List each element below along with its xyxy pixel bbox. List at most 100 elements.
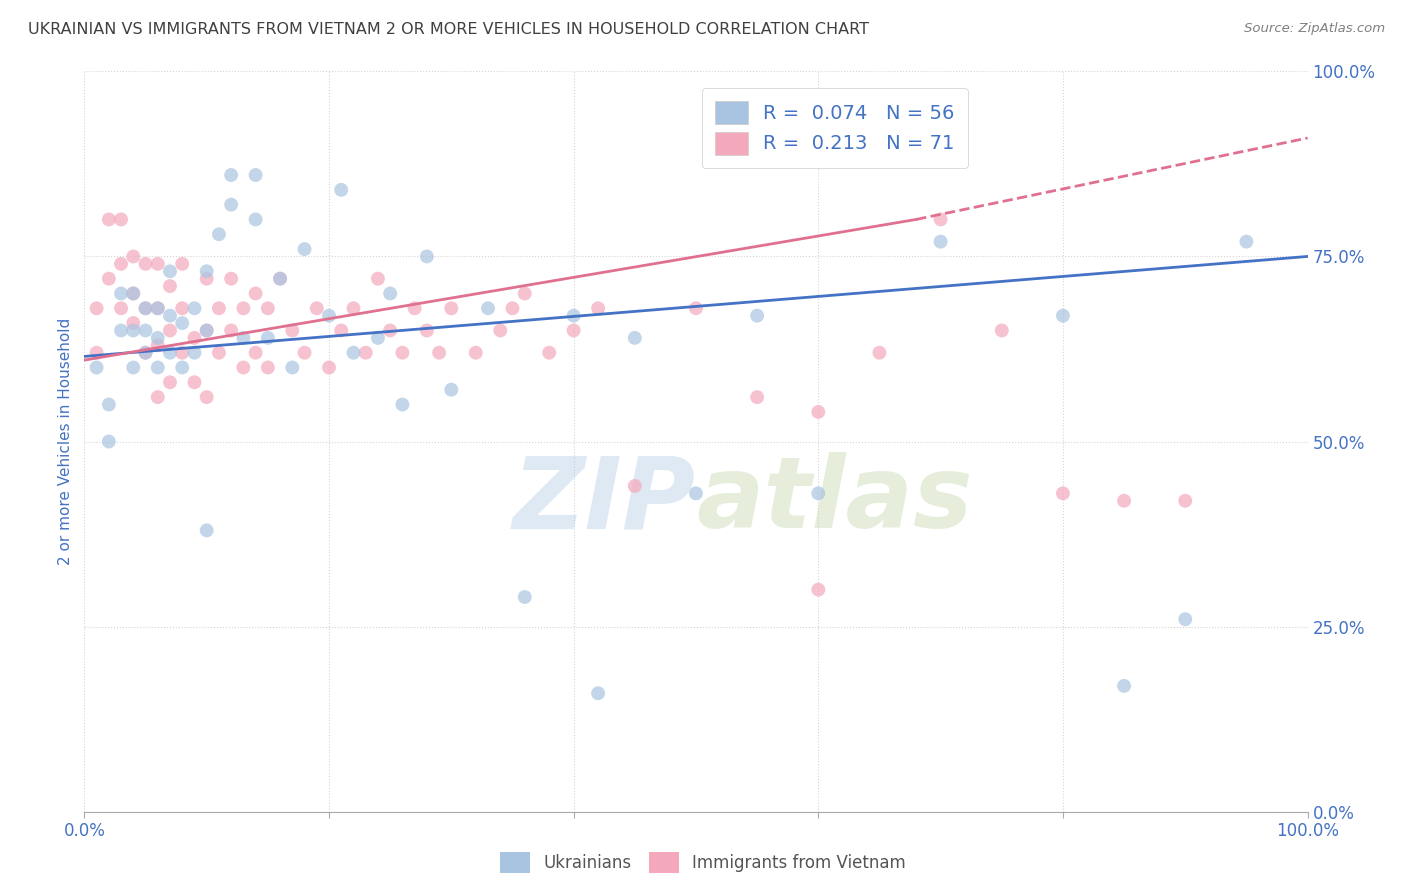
Point [586, 686, 609, 700]
Point [110, 286, 132, 301]
Point [747, 390, 769, 404]
Point [807, 582, 830, 597]
Point [354, 345, 377, 359]
Point [440, 383, 463, 397]
Point [195, 324, 218, 338]
Point [929, 235, 952, 249]
Point [86, 360, 108, 375]
Point [159, 264, 181, 278]
Point [86, 301, 108, 316]
Legend: Ukrainians, Immigrants from Vietnam: Ukrainians, Immigrants from Vietnam [494, 846, 912, 880]
Point [257, 301, 280, 316]
Point [122, 360, 145, 375]
Point [281, 360, 304, 375]
Point [427, 345, 450, 359]
Point [330, 324, 353, 338]
Point [97, 212, 120, 227]
Point [86, 345, 108, 359]
Point [869, 345, 891, 359]
Point [122, 250, 145, 264]
Text: ZIP: ZIP [513, 452, 696, 549]
Legend: R =  0.074   N = 56, R =  0.213   N = 71: R = 0.074 N = 56, R = 0.213 N = 71 [702, 88, 967, 168]
Point [257, 331, 280, 345]
Point [232, 301, 254, 316]
Point [440, 301, 463, 316]
Point [159, 309, 181, 323]
Point [110, 257, 132, 271]
Point [1114, 679, 1136, 693]
Point [294, 242, 316, 256]
Point [172, 257, 194, 271]
Point [380, 286, 402, 301]
Point [1174, 493, 1197, 508]
Point [294, 345, 316, 359]
Point [110, 301, 132, 316]
Point [195, 390, 218, 404]
Point [513, 590, 536, 604]
Point [477, 301, 499, 316]
Point [1236, 235, 1258, 249]
Point [367, 331, 389, 345]
Point [159, 324, 181, 338]
Point [1174, 612, 1197, 626]
Point [1052, 309, 1074, 323]
Point [330, 183, 353, 197]
Point [685, 301, 707, 316]
Point [122, 286, 145, 301]
Point [195, 524, 218, 538]
Point [404, 301, 426, 316]
Point [183, 345, 205, 359]
Point [135, 301, 157, 316]
Y-axis label: 2 or more Vehicles in Household: 2 or more Vehicles in Household [58, 318, 73, 566]
Point [135, 345, 157, 359]
Point [257, 360, 280, 375]
Point [146, 257, 169, 271]
Point [183, 331, 205, 345]
Point [1114, 493, 1136, 508]
Point [146, 338, 169, 352]
Point [146, 301, 169, 316]
Point [380, 324, 402, 338]
Point [232, 331, 254, 345]
Point [97, 271, 120, 285]
Point [269, 271, 291, 285]
Point [232, 360, 254, 375]
Point [146, 360, 169, 375]
Point [747, 309, 769, 323]
Point [195, 264, 218, 278]
Point [281, 324, 304, 338]
Point [513, 286, 536, 301]
Point [245, 212, 267, 227]
Point [489, 324, 512, 338]
Point [172, 301, 194, 316]
Point [245, 286, 267, 301]
Point [219, 197, 242, 211]
Point [135, 324, 157, 338]
Point [685, 486, 707, 500]
Point [183, 376, 205, 390]
Point [135, 345, 157, 359]
Point [195, 271, 218, 285]
Point [122, 316, 145, 330]
Point [122, 286, 145, 301]
Point [464, 345, 486, 359]
Point [159, 279, 181, 293]
Point [586, 301, 609, 316]
Point [97, 398, 120, 412]
Point [318, 360, 340, 375]
Point [208, 301, 231, 316]
Point [135, 301, 157, 316]
Point [416, 324, 439, 338]
Point [135, 257, 157, 271]
Point [183, 301, 205, 316]
Point [245, 168, 267, 182]
Point [219, 271, 242, 285]
Point [110, 324, 132, 338]
Point [562, 309, 585, 323]
Point [110, 212, 132, 227]
Point [208, 227, 231, 242]
Point [159, 345, 181, 359]
Point [367, 271, 389, 285]
Point [562, 324, 585, 338]
Point [146, 390, 169, 404]
